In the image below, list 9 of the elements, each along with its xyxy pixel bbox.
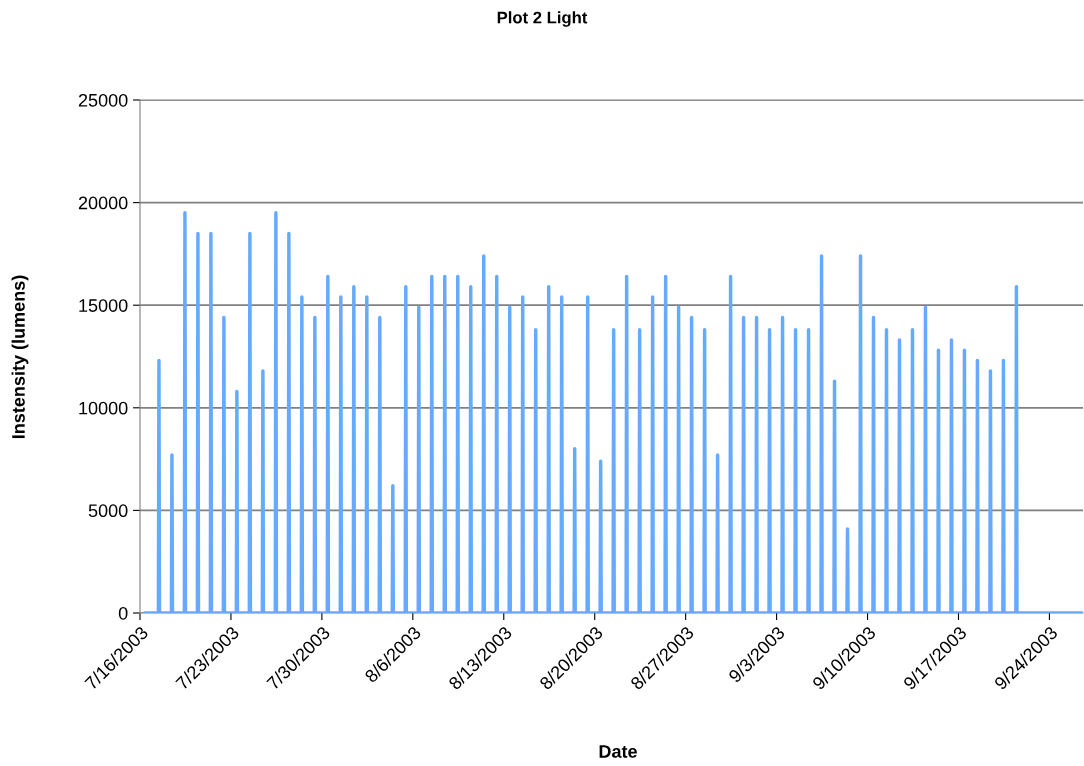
chart-title: Plot 2 Light [497, 11, 588, 27]
y-tick-label: 0 [118, 606, 128, 620]
x-axis-title: Date [599, 745, 637, 758]
y-tick-label: 25000 [78, 93, 128, 107]
y-axis-title: Instensity (lumens) [11, 275, 29, 439]
y-tick-label: 20000 [78, 196, 128, 210]
y-tick-label: 15000 [79, 299, 128, 312]
y-tick-label: 5000 [88, 504, 128, 518]
y-tick-label: 10000 [79, 401, 128, 415]
